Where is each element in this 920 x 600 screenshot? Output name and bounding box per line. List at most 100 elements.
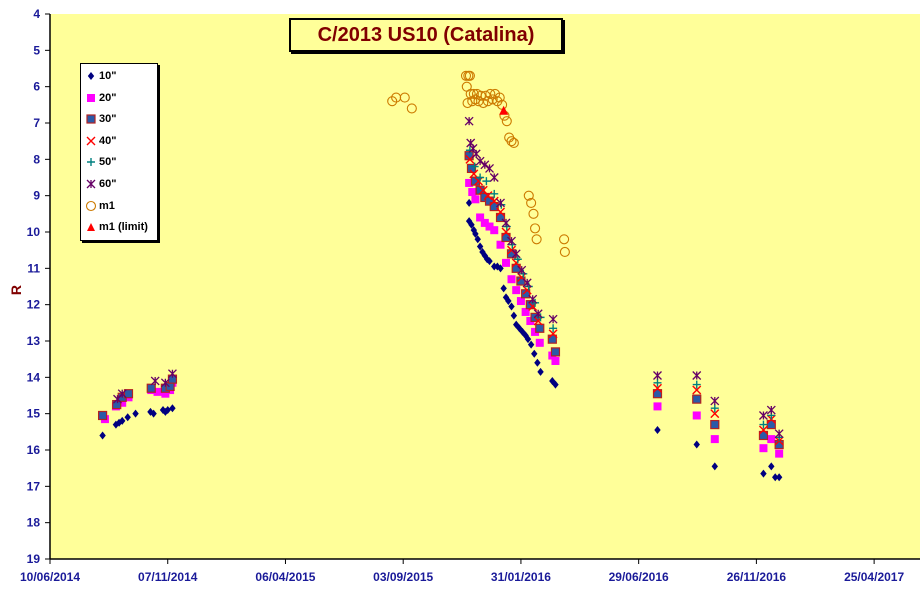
y-tick-label: 17 <box>27 479 41 493</box>
data-point <box>167 369 177 379</box>
legend-label: 20" <box>99 91 117 104</box>
legend-item: 10" <box>85 66 116 86</box>
data-point <box>692 385 702 395</box>
data-point <box>146 383 156 393</box>
data-point <box>494 92 505 103</box>
data-point <box>123 389 134 399</box>
data-point <box>528 208 539 219</box>
legend-item: 60" <box>85 174 116 194</box>
data-point <box>147 407 154 416</box>
data-point <box>480 160 490 170</box>
data-point <box>153 387 162 396</box>
data-point <box>531 349 538 358</box>
data-point <box>521 289 531 299</box>
data-point <box>487 94 498 105</box>
data-point <box>475 90 486 101</box>
legend-marker-icon <box>87 93 95 102</box>
data-point <box>465 198 473 207</box>
data-point <box>519 327 526 336</box>
data-point <box>399 92 410 103</box>
data-point <box>531 327 540 336</box>
data-point <box>496 240 505 249</box>
data-point <box>516 297 525 306</box>
data-point <box>508 302 515 311</box>
data-point <box>522 278 532 288</box>
data-marks <box>97 70 784 482</box>
data-point <box>119 416 126 425</box>
legend-item: m1 <box>85 196 115 216</box>
data-point <box>162 407 169 416</box>
x-tick-label: 31/01/2016 <box>491 570 551 584</box>
data-point <box>132 409 139 418</box>
data-point <box>508 137 519 149</box>
data-point <box>710 419 720 430</box>
legend-item: 20" <box>85 88 116 108</box>
data-point <box>468 88 479 99</box>
y-tick-label: 4 <box>33 7 40 21</box>
data-point <box>124 413 131 422</box>
data-point <box>692 411 701 420</box>
series-m1 <box>387 70 570 258</box>
data-point <box>526 317 535 326</box>
y-tick-label: 13 <box>27 334 41 348</box>
data-point <box>464 70 475 81</box>
data-point <box>501 227 511 237</box>
data-point <box>506 136 517 147</box>
data-point <box>161 389 170 398</box>
legend: 10" 20" 30" 40" 50" 60" m1 m1 (limit) <box>80 63 158 241</box>
legend-label: m1 <box>99 199 115 212</box>
data-point <box>468 188 477 197</box>
series-40 <box>465 154 784 446</box>
data-point <box>693 440 700 449</box>
data-point <box>490 189 499 198</box>
data-point <box>549 376 556 385</box>
legend-marker <box>86 179 96 189</box>
x-tick-label: 29/06/2016 <box>609 570 669 584</box>
data-point <box>652 389 663 399</box>
data-point <box>500 284 507 293</box>
data-point <box>710 435 719 444</box>
data-point <box>505 297 512 306</box>
data-point <box>475 156 485 166</box>
data-point <box>150 376 160 386</box>
legend-item: 40" <box>85 131 116 151</box>
data-point <box>772 473 779 482</box>
legend-label: m1 (limit) <box>99 221 148 234</box>
data-point <box>476 242 484 251</box>
data-point <box>511 258 521 268</box>
data-point <box>559 234 570 245</box>
data-point <box>465 178 474 187</box>
y-tick-label: 14 <box>27 370 41 384</box>
data-point <box>117 389 127 399</box>
data-point <box>507 245 517 255</box>
data-point <box>150 409 157 418</box>
data-point <box>468 220 475 229</box>
data-point <box>548 314 558 324</box>
data-point <box>526 197 537 208</box>
data-point <box>774 429 784 439</box>
series-60 <box>113 116 784 439</box>
y-tick-label: 11 <box>27 261 40 275</box>
y-tick-label: 7 <box>33 116 40 130</box>
data-point <box>97 410 108 421</box>
data-point <box>471 149 481 159</box>
data-point <box>527 340 535 349</box>
y-tick-label: 9 <box>33 189 40 203</box>
data-point <box>507 275 516 284</box>
x-tick-label: 10/06/2014 <box>20 570 80 584</box>
data-point <box>512 286 521 295</box>
data-point <box>551 356 560 365</box>
x-axis-tick-labels: 10/06/2014 07/11/2014 06/04/2015 03/09/2015… <box>20 570 905 584</box>
legend-marker <box>86 136 96 146</box>
data-point <box>474 176 484 186</box>
data-point <box>531 234 542 245</box>
chart-title-box: C/2013 US10 (Catalina) <box>289 18 563 52</box>
legend-marker-icon <box>86 114 96 124</box>
series-50 <box>465 146 784 442</box>
data-point <box>710 409 720 419</box>
legend-label: 50" <box>99 156 117 169</box>
data-point <box>467 96 478 107</box>
data-point <box>759 444 768 453</box>
data-point <box>710 396 720 406</box>
data-point <box>653 402 662 411</box>
